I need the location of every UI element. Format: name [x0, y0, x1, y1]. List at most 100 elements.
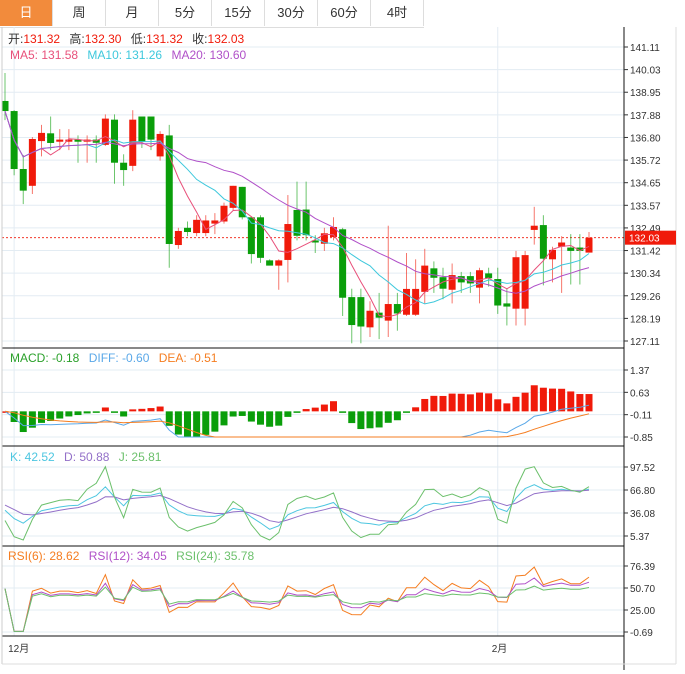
price-axis-label: 136.80	[630, 133, 661, 144]
macd-bar	[320, 404, 328, 412]
macd-bar	[530, 385, 538, 412]
candle-body	[74, 139, 82, 142]
tab-day[interactable]: 日	[0, 0, 53, 26]
candle-body	[403, 288, 410, 315]
macd-bar	[266, 411, 274, 427]
low-value: 131.32	[146, 32, 183, 46]
tab-5min[interactable]: 5分	[159, 0, 212, 26]
candle-body	[211, 220, 219, 224]
close-value: 132.03	[208, 32, 245, 46]
macd-bar	[238, 411, 246, 416]
ma10-line	[4, 110, 590, 305]
price-axis-label: 130.34	[630, 269, 661, 280]
rsi12-value: RSI(12): 34.05	[89, 549, 167, 563]
macd-bar	[521, 392, 529, 412]
candle-body	[238, 186, 246, 218]
candle-body	[521, 255, 529, 309]
tab-week[interactable]: 周	[53, 0, 106, 26]
macd-bar	[476, 392, 483, 412]
candle-body	[357, 297, 365, 327]
macd-bar	[220, 411, 228, 426]
x-axis-label: 12月	[8, 643, 29, 655]
macd-axis-label: -0.11	[630, 411, 652, 422]
macd-bar	[47, 411, 55, 421]
macd-axis-label: 1.37	[630, 366, 650, 377]
candle-body	[92, 139, 100, 143]
price-axis-label: 141.11	[630, 43, 660, 54]
ohlc-legend: 开:131.32 高:132.30 低:131.32 收:132.03	[8, 31, 245, 46]
candle-body	[330, 226, 337, 238]
tab-30min[interactable]: 30分	[265, 0, 318, 26]
candle-body	[293, 209, 301, 236]
candle-body	[284, 224, 292, 260]
candle-body	[56, 139, 64, 142]
rsi-axis-label: 50.70	[630, 584, 655, 595]
candle-body	[585, 237, 593, 253]
candle-body	[83, 139, 91, 142]
k-line	[4, 484, 590, 530]
macd-bar	[275, 411, 283, 426]
macd-legend: MACD: -0.18 DIFF: -0.60 DEA: -0.51	[10, 351, 218, 365]
macd-bar	[38, 411, 45, 423]
kdj-legend: K: 42.52 D: 50.88 J: 25.81	[10, 450, 162, 464]
candle-body	[430, 268, 438, 278]
macd-bar	[503, 403, 511, 412]
x-axis-label: 2月	[492, 643, 508, 655]
macd-bar	[421, 398, 429, 412]
candle-body	[494, 279, 502, 306]
j-line	[4, 465, 590, 541]
kdj-axis-label: 66.80	[630, 486, 655, 497]
tab-15min[interactable]: 15分	[212, 0, 265, 26]
open-label: 开:	[8, 32, 23, 46]
candle-body	[512, 257, 520, 309]
candle-body	[558, 242, 566, 247]
macd-bar	[101, 407, 109, 412]
tab-4hour[interactable]: 4时	[371, 0, 424, 26]
candle-body	[156, 133, 164, 157]
price-axis-label: 133.57	[630, 201, 661, 212]
candle-body	[129, 119, 137, 166]
tab-60min[interactable]: 60分	[318, 0, 371, 26]
macd-bar	[549, 388, 556, 412]
candle-body	[530, 225, 538, 230]
candle-body	[38, 132, 45, 142]
candle-body	[339, 229, 347, 298]
price-axis-label: 138.95	[630, 88, 661, 99]
kdj-axis-label: 36.08	[630, 509, 655, 520]
macd-bar	[211, 411, 219, 432]
candle-body	[174, 230, 182, 246]
macd-bar	[83, 411, 91, 414]
candle-body	[193, 219, 201, 234]
ma-legend: MA5: 131.58 MA10: 131.26 MA20: 130.60	[10, 48, 246, 62]
low-label: 低:	[131, 32, 146, 46]
tab-month[interactable]: 月	[106, 0, 159, 26]
macd-bar	[375, 411, 383, 428]
high-label: 高:	[69, 31, 84, 46]
candle-body	[111, 119, 118, 163]
macd-bar	[457, 393, 465, 412]
macd-bar	[412, 407, 420, 412]
candle-body	[101, 118, 109, 145]
candle-body	[466, 276, 474, 284]
candle-body	[348, 297, 356, 326]
macd-bar	[348, 411, 356, 424]
price-axis-label: 128.19	[630, 314, 661, 325]
j-value: J: 25.81	[119, 450, 162, 464]
macd-bar	[229, 411, 237, 417]
macd-bar	[74, 411, 82, 416]
candle-body	[65, 139, 73, 142]
macd-bar	[430, 395, 438, 412]
candle-body	[476, 270, 483, 288]
high-value: 132.30	[85, 32, 122, 46]
close-label: 收:	[192, 32, 207, 46]
macd-bar	[184, 411, 191, 437]
kdj-axis-label: 5.37	[630, 532, 650, 543]
macd-bar	[512, 396, 520, 412]
candle-body	[412, 288, 420, 315]
diff-line	[4, 404, 590, 438]
candle-body	[421, 265, 429, 292]
macd-bar	[174, 411, 182, 435]
candle-body	[247, 217, 255, 255]
candle-body	[266, 260, 274, 266]
current-price-label: 132.03	[629, 234, 660, 245]
